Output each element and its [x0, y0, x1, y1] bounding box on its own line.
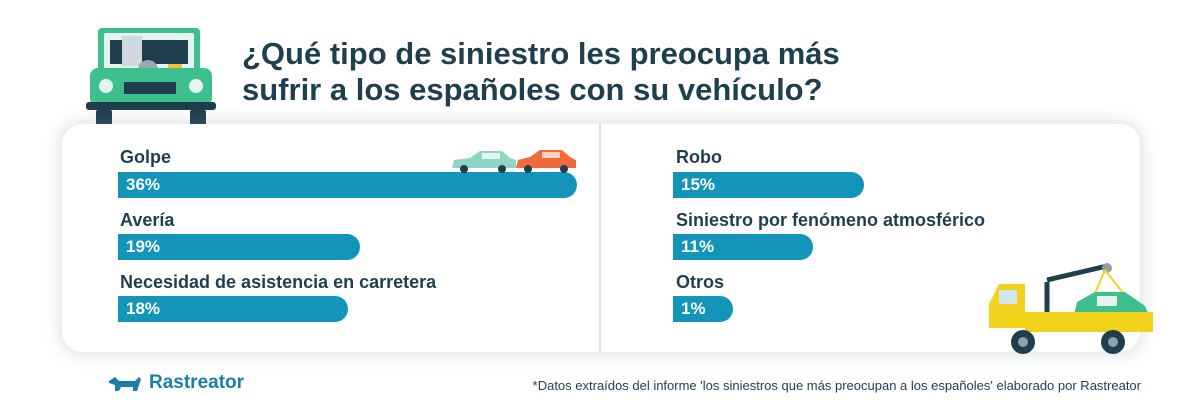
data-bar: 18%	[118, 296, 348, 322]
data-bar: 36%	[118, 172, 577, 198]
brand-name: Rastreator	[149, 372, 245, 393]
category-label: Otros	[676, 272, 725, 292]
page-title: ¿Qué tipo de siniestro les preocupa más …	[242, 36, 942, 108]
category-label: Robo	[676, 147, 722, 167]
bar-value-label: 18%	[126, 299, 161, 318]
bar-value-label: 19%	[126, 237, 161, 256]
bar-value-label: 1%	[681, 299, 706, 318]
source-footnote: *Datos extraídos del informe 'los sinies…	[532, 378, 1141, 393]
car-engine-illustration	[86, 28, 216, 126]
category-label: Necesidad de asistencia en carretera	[120, 272, 437, 292]
bar-value-label: 36%	[126, 175, 161, 194]
panel-divider	[599, 124, 601, 352]
title-line-1: ¿Qué tipo de siniestro les preocupa más	[242, 36, 840, 71]
dog-icon	[109, 377, 141, 391]
data-bar: 11%	[673, 234, 814, 260]
title-line-2: sufrir a los españoles con su vehículo?	[242, 72, 823, 107]
data-bar: 15%	[673, 172, 865, 198]
crashed-cars-illustration	[452, 150, 576, 173]
bar-value-label: 15%	[681, 175, 716, 194]
tow-truck-illustration	[989, 263, 1153, 354]
data-bar: 19%	[118, 234, 361, 260]
brand-logo: Rastreator	[107, 369, 244, 397]
category-label: Siniestro por fenómeno atmosférico	[676, 210, 986, 230]
category-label: Golpe	[120, 147, 172, 167]
category-label: Avería	[120, 210, 175, 230]
bar-value-label: 11%	[681, 237, 715, 256]
data-bar: 1%	[673, 296, 733, 322]
